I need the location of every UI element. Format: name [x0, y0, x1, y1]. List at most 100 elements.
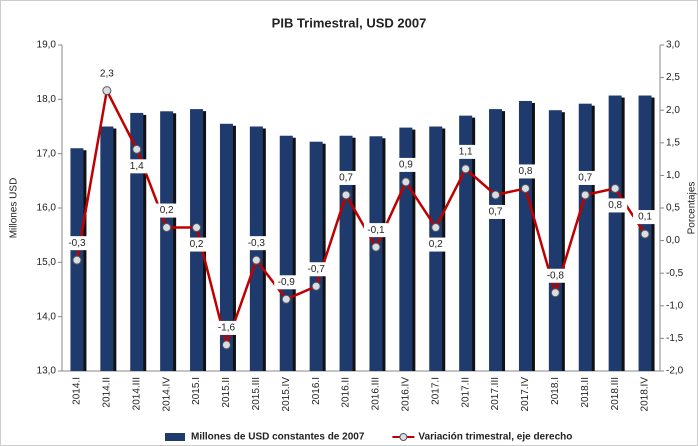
y-tick-label: 17,0 [37, 148, 57, 159]
data-label: 0,1 [638, 212, 652, 223]
bar [100, 126, 114, 371]
y2-tick-label: -0,5 [666, 268, 684, 279]
line-marker [401, 177, 411, 187]
data-label: 0,2 [190, 239, 204, 250]
y-tick-label: 13,0 [37, 366, 57, 377]
data-label-box [214, 320, 239, 335]
y-tick-label: 19,0 [37, 40, 57, 51]
line-marker [461, 164, 471, 174]
y2-tick-label: -2,0 [666, 366, 684, 377]
data-label: -0,7 [308, 264, 326, 275]
data-label: 0,7 [578, 173, 592, 184]
data-label: 0,8 [518, 166, 532, 177]
y2-tick-label: -1,0 [666, 300, 684, 311]
x-tick-label: 2014.III [131, 377, 142, 410]
data-label-box [124, 159, 149, 174]
data-label-box [304, 262, 329, 277]
data-label-box [363, 223, 388, 238]
bar [160, 111, 174, 371]
x-tick-label: 2015.I [191, 377, 202, 405]
data-label-box [513, 164, 538, 179]
data-label-box [633, 210, 658, 225]
legend-swatch-marker [399, 433, 408, 441]
y2-tick-label: 0,5 [666, 203, 680, 214]
chart-title: PIB Trimestral, USD 2007 [272, 15, 427, 30]
y2-tick-label: 2,5 [666, 72, 680, 83]
line-marker [431, 223, 441, 233]
bar [369, 136, 383, 371]
data-label-box [573, 170, 598, 185]
bar [548, 110, 562, 371]
data-label-box [603, 198, 628, 213]
data-label-box [423, 237, 448, 252]
data-label-box [184, 237, 209, 252]
bar [608, 95, 622, 371]
line-marker [72, 255, 82, 265]
line-marker [341, 190, 351, 200]
data-label: 0,9 [399, 160, 413, 171]
y-tick-label: 14,0 [37, 311, 57, 322]
data-label-box [483, 204, 508, 219]
y2-tick-label: 1,5 [666, 137, 680, 148]
y2-tick-label: 3,0 [666, 40, 680, 51]
bar [578, 103, 592, 372]
y-tick-label: 15,0 [37, 257, 57, 268]
x-tick-label: 2016.II [341, 377, 352, 408]
data-label: -1,6 [218, 323, 236, 334]
data-label: 2,3 [100, 68, 114, 79]
line-marker [610, 183, 620, 193]
bar [279, 135, 293, 371]
line-marker [640, 229, 650, 239]
bar [219, 123, 233, 372]
data-label: 0,2 [160, 205, 174, 216]
x-tick-label: 2016.III [371, 377, 382, 410]
data-label-box [393, 157, 418, 172]
line-marker [221, 340, 231, 350]
y2-tick-label: 1,0 [666, 170, 680, 181]
x-tick-label: 2015.II [221, 377, 232, 408]
x-tick-label: 2015.III [251, 377, 262, 410]
data-label: 0,7 [489, 207, 503, 218]
line-marker [251, 255, 261, 265]
y2-tick-label: 2,0 [666, 105, 680, 116]
line-marker [371, 242, 381, 252]
line-marker [192, 223, 202, 233]
legend-label: Variación trimestral, eje derecho [418, 432, 572, 443]
bar [309, 141, 323, 371]
x-tick-label: 2014.IV [161, 377, 172, 412]
line-marker [132, 144, 142, 154]
x-tick-label: 2017.III [490, 377, 501, 410]
x-tick-label: 2016.I [311, 377, 322, 405]
y-tick-label: 16,0 [37, 203, 57, 214]
x-tick-label: 2017.IV [520, 377, 531, 412]
data-label-box [244, 236, 269, 251]
y-axis-label: Millones USD [9, 178, 20, 239]
line-marker [281, 294, 291, 304]
x-tick-label: 2016.IV [400, 377, 411, 412]
data-label: 1,4 [130, 161, 144, 172]
y2-tick-label: -1,5 [666, 333, 684, 344]
x-tick-label: 2018.IV [640, 377, 651, 412]
data-label: -0,3 [68, 238, 86, 249]
x-tick-label: 2018.III [610, 377, 621, 410]
y2-axis-label: Porcentajes [687, 182, 698, 235]
x-tick-label: 2018.I [550, 377, 561, 405]
legend-label: Millones de USD constantes de 2007 [191, 432, 365, 443]
data-label-box [334, 170, 359, 185]
line-marker [311, 281, 321, 291]
x-tick-label: 2014.II [101, 377, 112, 408]
bar [489, 109, 503, 371]
line-marker [102, 86, 112, 96]
bar [518, 100, 532, 372]
y2-tick-label: 0,0 [666, 235, 680, 246]
data-label-box [453, 144, 478, 159]
data-label-box [274, 275, 299, 290]
data-label-box [64, 236, 89, 251]
line-marker [491, 190, 501, 200]
data-label: -0,1 [367, 225, 385, 236]
data-label-box [543, 268, 568, 283]
line-marker [520, 183, 530, 193]
line-marker [580, 190, 590, 200]
line-marker [550, 288, 560, 298]
